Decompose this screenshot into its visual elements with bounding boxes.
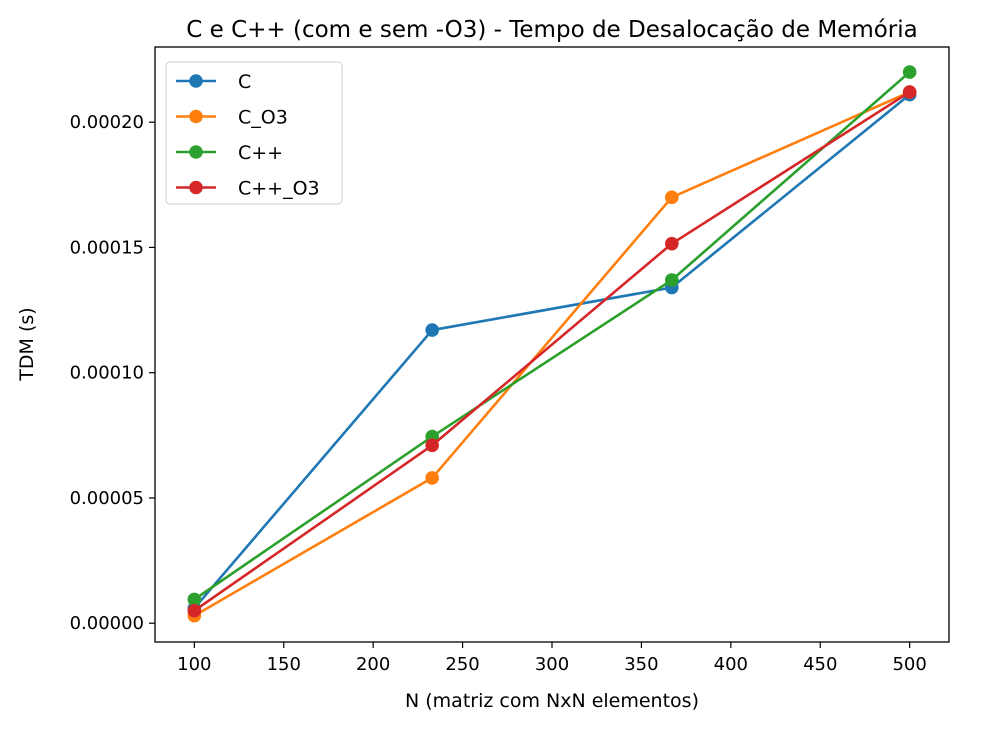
y-tick-label: 0.00015: [70, 237, 144, 258]
legend-label: C: [238, 71, 251, 93]
series-line-3: [192, 90, 912, 613]
data-point: [425, 438, 439, 453]
data-point: [187, 592, 202, 607]
x-tick-label: 450: [803, 654, 837, 675]
data-point: [425, 471, 439, 485]
legend-marker: [189, 180, 203, 195]
series-line-0: [192, 92, 912, 611]
series-line-2: [192, 70, 912, 602]
series-2: [187, 65, 917, 607]
legend-marker: [189, 145, 203, 159]
legend-box: [165, 61, 343, 205]
legend-item: C: [176, 71, 251, 93]
data-point: [425, 323, 439, 337]
y-tick-label: 0.00020: [70, 112, 144, 133]
data-point: [187, 603, 202, 618]
chart-title: C e C++ (com e sem -O3) - Tempo de Desal…: [186, 17, 918, 43]
x-tick-label: 200: [356, 654, 390, 675]
data-point: [902, 85, 917, 99]
y-tick-label: 0.00010: [70, 363, 144, 384]
y-tick-label: 0.00005: [70, 488, 144, 509]
series-3: [187, 85, 917, 618]
data-point: [665, 236, 679, 251]
legend-label: C++: [238, 142, 283, 164]
x-axis-label: N (matriz com NxN elementos): [405, 690, 699, 712]
x-tick-label: 150: [267, 654, 301, 675]
legend-marker: [189, 74, 203, 88]
legend: C C_O3 C++ C++_O3: [165, 61, 343, 205]
legend-item: C++_O3: [176, 178, 320, 200]
x-tick-label: 300: [535, 654, 569, 675]
x-tick-label: 350: [624, 654, 658, 675]
x-tick-label: 100: [177, 654, 211, 675]
series-line-1: [192, 90, 912, 618]
legend-label: C_O3: [238, 107, 288, 129]
x-tick-label: 500: [892, 654, 926, 675]
y-axis: 0.00000 0.00005 0.00010 0.00015 0.00020: [70, 112, 155, 634]
y-tick-label: 0.00000: [70, 613, 144, 634]
series-layer: [187, 65, 917, 623]
data-point: [665, 273, 679, 287]
data-point: [902, 65, 917, 79]
legend-label: C++_O3: [238, 178, 320, 200]
legend-item: C++: [176, 142, 283, 164]
legend-marker: [189, 109, 203, 124]
legend-item: C_O3: [176, 107, 288, 129]
x-tick-label: 400: [714, 654, 748, 675]
data-point: [665, 190, 679, 205]
x-tick-label: 250: [445, 654, 479, 675]
y-axis-label: TDM (s): [16, 307, 38, 381]
x-axis: 100 150 200 250 300 350 400 450 500: [177, 642, 927, 675]
